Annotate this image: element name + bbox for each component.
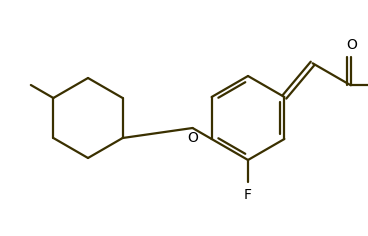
Text: O: O (187, 131, 198, 145)
Text: F: F (244, 188, 252, 202)
Text: O: O (346, 38, 357, 52)
